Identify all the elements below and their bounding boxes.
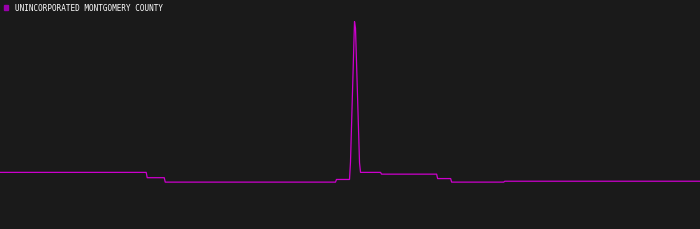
Legend: UNINCORPORATED MONTGOMERY COUNTY: UNINCORPORATED MONTGOMERY COUNTY	[2, 2, 164, 14]
